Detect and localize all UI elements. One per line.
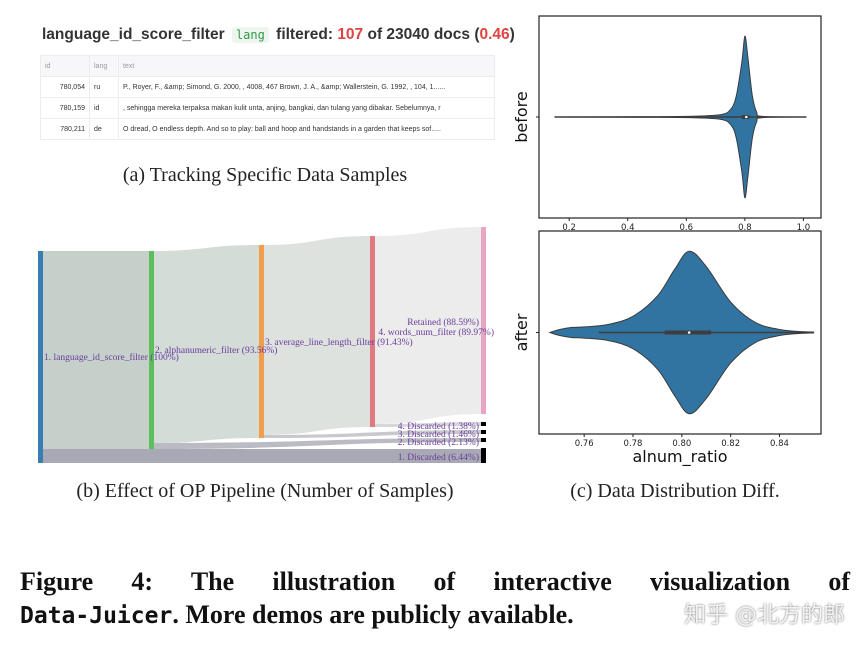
cell-text: P., Royer, F., &amp; Simond, G. 2000, , …	[118, 76, 495, 98]
flow-4-retained	[375, 227, 481, 424]
node-label-retained: Retained (88.59%)	[407, 317, 479, 328]
median-point	[687, 331, 691, 334]
node-label-1: 1. language_id_score_filter (100%)	[44, 352, 179, 363]
flow-1-2	[43, 251, 149, 449]
flow-3-discard	[264, 430, 481, 438]
node-discarded-4[interactable]	[481, 422, 486, 426]
violin-chart-before: 0.2 0.4 0.6 0.8 1.0 before	[512, 15, 822, 233]
filtered-count: 107	[337, 26, 364, 43]
flow-3-4	[264, 236, 370, 435]
flow-1-discard	[43, 449, 481, 463]
node-discarded-1[interactable]	[481, 448, 486, 463]
cell-id: 780,159	[40, 97, 90, 119]
flow-2-3	[154, 245, 259, 443]
node-discarded-3[interactable]	[481, 430, 486, 434]
filter-result-title: language_id_score_filter lang filtered: …	[42, 26, 515, 44]
x-tick-label: 0.76	[575, 439, 594, 449]
cell-text: O dread, O endless depth. And so to play…	[118, 118, 495, 140]
sankey-nodes	[38, 227, 486, 463]
close-paren: )	[509, 26, 515, 43]
code-name: Data-Juicer	[20, 603, 173, 629]
discard-label-2: 2. Discarded (2.13%)	[398, 437, 479, 448]
x-tick-label: 0.80	[672, 439, 691, 449]
table-header: id lang text	[40, 55, 495, 77]
caption-a: (a) Tracking Specific Data Samples	[122, 164, 408, 186]
watermark: 知乎 @北方的郎	[684, 603, 845, 628]
x-tick-label: 0.2	[562, 223, 576, 233]
sankey-flows	[43, 227, 481, 463]
flow-2-discard	[154, 438, 481, 449]
node-words-num-filter[interactable]	[370, 236, 375, 427]
column-header-lang[interactable]: lang	[89, 55, 119, 77]
table-row[interactable]: 780,159 id , sehingga mereka terpaksa ma…	[40, 97, 495, 119]
column-header-id[interactable]: id	[40, 55, 90, 77]
node-retained[interactable]	[481, 227, 486, 414]
x-tick-label: 1.0	[797, 223, 811, 233]
discard-label-3: 3. Discarded (1.46%)	[398, 429, 479, 440]
caption-c: (c) Data Distribution Diff.	[570, 480, 780, 502]
sankey-diagram: 1. language_id_score_filter (100%) 2. al…	[38, 227, 494, 463]
caption-b: (b) Effect of OP Pipeline (Number of Sam…	[76, 480, 454, 502]
node-average-line-length-filter[interactable]	[259, 245, 264, 438]
x-tick-label: 0.6	[680, 223, 694, 233]
filter-name: language_id_score_filter	[42, 26, 225, 43]
y-axis-label: after	[512, 313, 531, 351]
x-tick-label: 0.84	[770, 439, 789, 449]
cell-id: 780,211	[40, 118, 90, 140]
node-label-2: 2. alphanumeric_filter (93.56%)	[155, 345, 277, 356]
node-discarded-2[interactable]	[481, 438, 486, 442]
cell-id: 780,054	[40, 76, 90, 98]
table-row[interactable]: 780,211 de O dread, O endless depth. And…	[40, 118, 495, 140]
node-alphanumeric-filter[interactable]	[149, 251, 154, 449]
lang-tag: lang	[231, 27, 269, 43]
node-language-id-score-filter[interactable]	[38, 251, 43, 463]
x-axis-label: alnum_ratio	[632, 447, 727, 467]
cell-lang: ru	[89, 76, 119, 98]
node-label-3: 3. average_line_length_filter (91.43%)	[265, 337, 413, 348]
x-tick-label: 0.4	[621, 223, 635, 233]
node-label-4: 4. words_num_filter (89.97%)	[378, 327, 494, 338]
discard-label-4: 4. Discarded (1.38%)	[398, 421, 479, 432]
samples-table: id lang text 780,054 ru P., Royer, F., &…	[40, 55, 495, 140]
caption-suffix: . More demos are publicly available.	[172, 600, 574, 629]
x-tick-label: 0.8	[738, 223, 752, 233]
cell-lang: de	[89, 118, 119, 140]
figure-caption-line-2: Data-Juicer. More demos are publicly ava…	[20, 600, 574, 630]
cell-text: , sehingga mereka terpaksa makan kulit u…	[118, 97, 495, 119]
filtered-ratio: 0.46	[479, 26, 510, 43]
median-point	[745, 115, 748, 119]
violin-chart-after: 0.76 0.78 0.80 0.82 0.84 after alnum_ratio	[512, 230, 822, 467]
column-header-text[interactable]: text	[118, 55, 495, 77]
x-tick-label: 0.82	[721, 439, 740, 449]
cell-lang: id	[89, 97, 119, 119]
of-label: of 23040 docs (	[367, 26, 480, 43]
discard-label-1: 1. Discarded (6.44%)	[398, 452, 479, 463]
y-axis-label: before	[512, 91, 531, 143]
flow-4-discard	[375, 422, 481, 427]
figure-caption-line-1: Figure 4: The illustration of interactiv…	[20, 567, 850, 596]
x-tick-label: 0.78	[624, 439, 643, 449]
table-row[interactable]: 780,054 ru P., Royer, F., &amp; Simond, …	[40, 76, 495, 98]
filtered-label: filtered:	[276, 26, 333, 43]
violin-plots: 0.2 0.4 0.6 0.8 1.0 before 0.76 0.78 0.80 0.82 0.8…	[512, 15, 822, 467]
